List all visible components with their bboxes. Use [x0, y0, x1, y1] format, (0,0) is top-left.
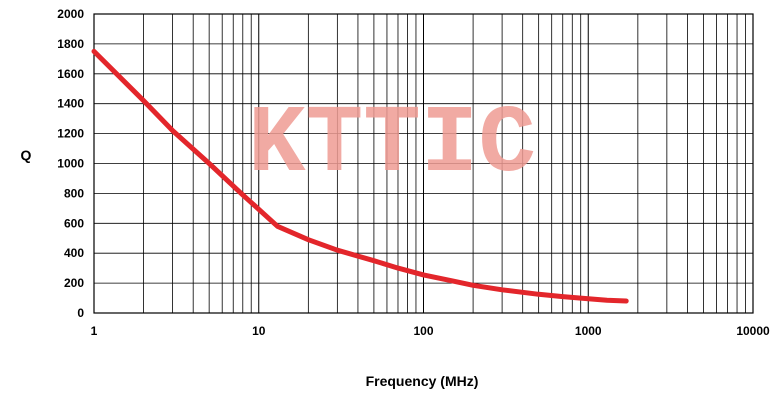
x-tick-label: 100 — [413, 324, 433, 338]
y-tick-label: 1600 — [57, 67, 84, 81]
y-axis-label: Q — [21, 147, 32, 163]
y-tick-label: 600 — [64, 216, 84, 230]
y-tick-label: 0 — [77, 306, 84, 320]
x-axis-label: Frequency (MHz) — [366, 373, 479, 389]
x-tick-label: 1 — [91, 324, 98, 338]
y-tick-label: 1000 — [57, 157, 84, 171]
x-tick-label: 10000 — [736, 324, 770, 338]
y-tick-label: 400 — [64, 246, 84, 260]
y-tick-labels: 0 200 400 600 800 1000 1200 1400 1600 1800 2000 — [57, 7, 84, 320]
x-tick-labels: 1 10 100 1000 10000 — [91, 324, 770, 338]
y-tick-label: 1400 — [57, 97, 84, 111]
x-tick-label: 1000 — [575, 324, 602, 338]
watermark: KTTIC — [248, 90, 536, 199]
watermark-text: KTTIC — [248, 90, 536, 199]
y-tick-label: 2000 — [57, 7, 84, 21]
x-tick-label: 10 — [252, 324, 266, 338]
y-tick-label: 800 — [64, 186, 84, 200]
y-tick-label: 1800 — [57, 37, 84, 51]
y-tick-label: 1200 — [57, 127, 84, 141]
y-tick-label: 200 — [64, 276, 84, 290]
